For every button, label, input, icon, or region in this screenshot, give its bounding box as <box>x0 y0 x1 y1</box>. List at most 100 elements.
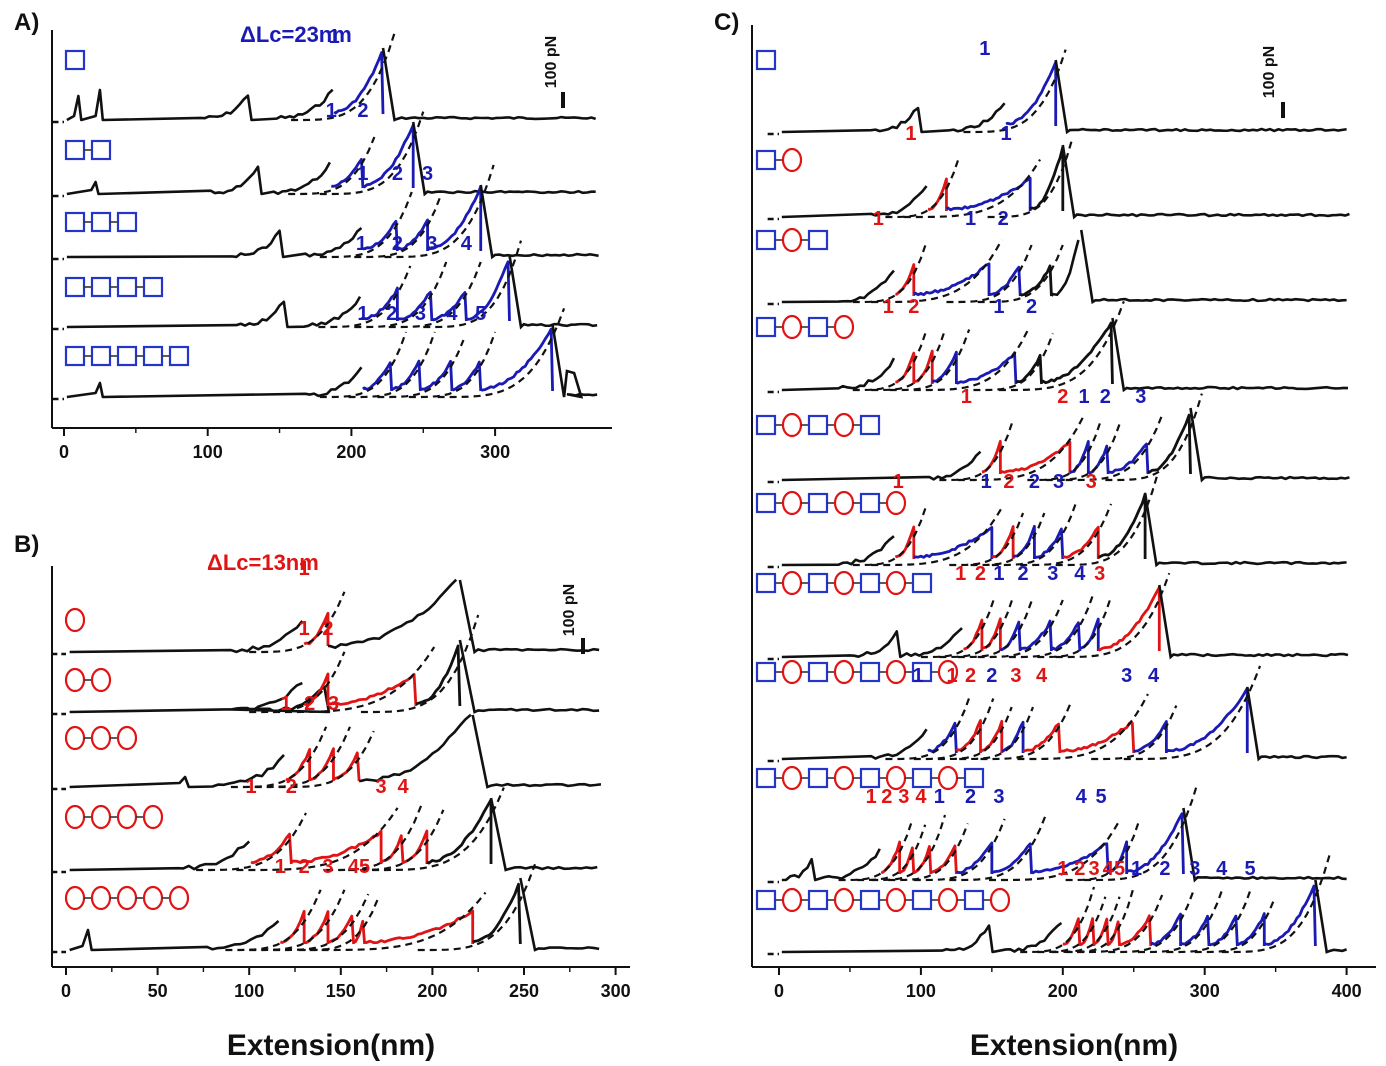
unfold-label-0: 1 <box>245 776 256 798</box>
unfold-label-3: 4 <box>446 303 458 325</box>
wlc-fit-2 <box>889 329 971 392</box>
wlc-fit-4 <box>309 891 487 952</box>
unfold-segment-8 <box>1125 812 1185 875</box>
unfold-segment-0 <box>927 177 948 211</box>
domain-circle-4-3 <box>833 412 855 438</box>
wlc-fit-0 <box>838 819 914 882</box>
unfold-segment-5 <box>1078 617 1100 651</box>
wlc-fit-0 <box>291 32 396 122</box>
wlc-fit-2 <box>987 136 1074 219</box>
domain-circle-2-1 <box>781 227 803 253</box>
unfold-segment-2 <box>980 719 1004 753</box>
domain-circle-6-3 <box>833 570 855 596</box>
unfold-segment-5 <box>1147 413 1192 475</box>
unfold-label-4: 3 <box>1135 386 1146 408</box>
x-tick-label-300: 300 <box>1190 981 1220 1001</box>
wlc-fit-2 <box>871 814 947 882</box>
rupture-tail <box>1182 807 1347 883</box>
wlc-fit-2 <box>273 893 370 952</box>
domain-square-5-0 <box>755 492 777 514</box>
unfold-label-2: 3 <box>328 693 339 715</box>
unfold-label-0: 1 <box>357 163 368 185</box>
wlc-fit-4 <box>973 333 1054 392</box>
wlc-fit-2 <box>949 512 1025 567</box>
wlc-fit-0 <box>225 889 322 952</box>
unfold-label-0: 1 <box>275 856 286 878</box>
domain-square-0-0 <box>755 49 777 71</box>
unfold-segment-3 <box>451 360 483 392</box>
unfold-segment-5 <box>1040 321 1114 385</box>
unfold-segment-5 <box>1059 721 1136 754</box>
unfold-label-1: 2 <box>1074 858 1085 880</box>
domain-square-9-4 <box>859 889 881 911</box>
x-tick-label-50: 50 <box>148 981 168 1001</box>
rupture-tail <box>508 254 598 330</box>
unfold-label-7: 3 <box>1189 858 1200 880</box>
domain-square-9-0 <box>755 889 777 911</box>
unfold-segment-0 <box>285 748 312 782</box>
rupture-tail <box>1111 317 1349 393</box>
unfold-segment-2 <box>1093 917 1110 947</box>
wlc-fit-1 <box>913 698 995 761</box>
unfold-label-2: 1 <box>993 563 1004 585</box>
trace-line-2 <box>781 269 895 304</box>
x-tick-label-250: 250 <box>509 981 539 1001</box>
domain-circle-1-0 <box>64 667 86 693</box>
unfold-segment-1 <box>1000 440 1072 474</box>
unfold-segment-2 <box>1069 440 1090 474</box>
wlc-fit-1 <box>957 417 1084 482</box>
wlc-fit-3 <box>348 809 445 872</box>
rupture-tail <box>471 714 602 789</box>
unfold-segment-2 <box>431 291 468 322</box>
wlc-fit-6 <box>989 819 1121 882</box>
wlc-fit-1 <box>871 329 947 392</box>
unfold-segment-4 <box>956 841 994 875</box>
wlc-fit-5 <box>417 863 537 952</box>
unfold-segment-0 <box>362 361 394 392</box>
wlc-fit-0 <box>852 329 928 392</box>
domain-circle-2-0 <box>64 725 86 751</box>
wlc-fit-2 <box>946 244 1033 304</box>
wlc-fit-3 <box>408 331 497 399</box>
unfold-segment-1 <box>391 359 422 392</box>
domain-square-1-1 <box>90 139 112 161</box>
unfold-segment-1 <box>309 747 335 781</box>
unfold-label-1: 2 <box>881 786 892 808</box>
rise-to-rupture <box>359 713 472 783</box>
unfold-segment-2 <box>327 914 356 945</box>
unfold-segment-5 <box>1150 912 1182 946</box>
unfold-label-3: 4 <box>915 786 927 808</box>
rupture-tail <box>458 579 600 655</box>
rupture-tail <box>381 47 597 122</box>
wlc-fit-6 <box>1091 705 1178 761</box>
unfold-label-3: 4 <box>348 856 360 878</box>
wlc-fit-5 <box>1017 693 1149 761</box>
unfold-segment-0 <box>927 721 958 754</box>
unfold-segment-4 <box>426 798 493 865</box>
unfold-segment-7 <box>1208 914 1239 947</box>
domain-square-5-4 <box>859 492 881 514</box>
wlc-fit-6 <box>1055 572 1171 659</box>
domain-circle-3-1 <box>90 804 112 830</box>
unfold-segment-0 <box>981 439 1002 474</box>
wlc-fit-2 <box>326 804 423 872</box>
wlc-fit-5 <box>998 300 1125 392</box>
domain-circle-4-3 <box>142 885 164 911</box>
wlc-fit-4 <box>371 787 505 872</box>
unfold-segment-3 <box>1019 619 1053 652</box>
unfold-label-1: 2 <box>322 618 333 640</box>
scale-bar-label: 100 pN <box>561 584 578 636</box>
unfold-label-3: 2 <box>1026 296 1037 318</box>
wlc-fit-1 <box>254 726 351 789</box>
wlc-fit-1 <box>236 807 399 872</box>
domain-circle-5-5 <box>885 490 907 516</box>
unfold-segment-2 <box>913 845 933 875</box>
unfold-label-3: 2 <box>986 665 997 687</box>
domain-square-4-0 <box>64 345 86 367</box>
